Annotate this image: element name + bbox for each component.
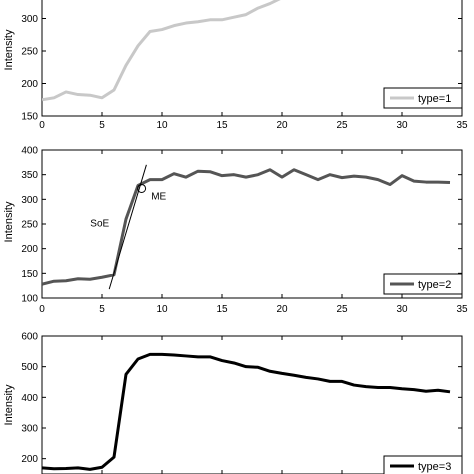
- legend-label: type=2: [418, 279, 451, 291]
- x-tick-label: 20: [276, 304, 288, 315]
- series-line: [42, 168, 451, 286]
- legend-box: [383, 455, 463, 474]
- y-tick-label: 200: [21, 79, 38, 90]
- y-axis-label: Intensity: [3, 384, 15, 425]
- chart-panel-1: 0 5 10 15 20 25 30 35 150 200 250 300 Intensity type=…: [3, 0, 468, 131]
- y-tick-label: 300: [21, 195, 38, 206]
- y-tick-label: 400: [21, 393, 38, 404]
- plot-frame: [41, 335, 463, 474]
- y-tick-label: 150: [21, 269, 38, 280]
- x-tick-label: 35: [456, 304, 468, 315]
- series-line: [42, 0, 281, 102]
- tangent-line: [108, 164, 147, 290]
- x-tick-label: 15: [216, 304, 228, 315]
- chart-panel-3: 200 300 400 500 600 Intensity type=3: [3, 332, 463, 474]
- x-tick-label: 5: [99, 120, 105, 131]
- annotation-me: ME: [151, 191, 166, 202]
- y-axis-label: Intensity: [3, 29, 15, 70]
- x-tick-label: 5: [99, 304, 105, 315]
- y-tick-label: 200: [21, 244, 38, 255]
- x-tick-label: 20: [276, 120, 288, 131]
- me-marker: [137, 183, 147, 193]
- legend-label: type=3: [418, 461, 451, 473]
- y-tick-label: 150: [21, 112, 38, 123]
- y-tick-label: 200: [21, 454, 38, 465]
- x-tick-label: 0: [39, 304, 45, 315]
- y-tick-label: 300: [21, 14, 38, 25]
- y-tick-label: 400: [21, 146, 38, 157]
- x-tick-label: 30: [396, 304, 408, 315]
- x-tick-label: 30: [396, 120, 408, 131]
- legend-box: [383, 87, 463, 109]
- y-tick-label: 300: [21, 424, 38, 435]
- y-tick-label: 500: [21, 362, 38, 373]
- y-axis-label: Intensity: [3, 201, 15, 242]
- series-line: [42, 352, 451, 471]
- y-tick-label: 250: [21, 47, 38, 58]
- y-tick-label: 100: [21, 294, 38, 305]
- y-tick-label: 350: [21, 170, 38, 181]
- legend-label: type=1: [418, 93, 451, 105]
- y-tick-label: 250: [21, 220, 38, 231]
- x-tick-label: 25: [336, 304, 348, 315]
- x-tick-label: 35: [456, 120, 468, 131]
- annotation-soe: SoE: [90, 218, 109, 229]
- chart-panel-2: 0 5 10 15 20 25 30 35 100 150 200 250 300 350 400 Inten…: [3, 146, 468, 316]
- x-tick-label: 15: [216, 120, 228, 131]
- legend-box: [383, 273, 463, 295]
- x-tick-label: 10: [156, 120, 168, 131]
- x-tick-label: 0: [39, 120, 45, 131]
- x-tick-label: 25: [336, 120, 348, 131]
- x-tick-label: 10: [156, 304, 168, 315]
- y-tick-label: 600: [21, 332, 38, 343]
